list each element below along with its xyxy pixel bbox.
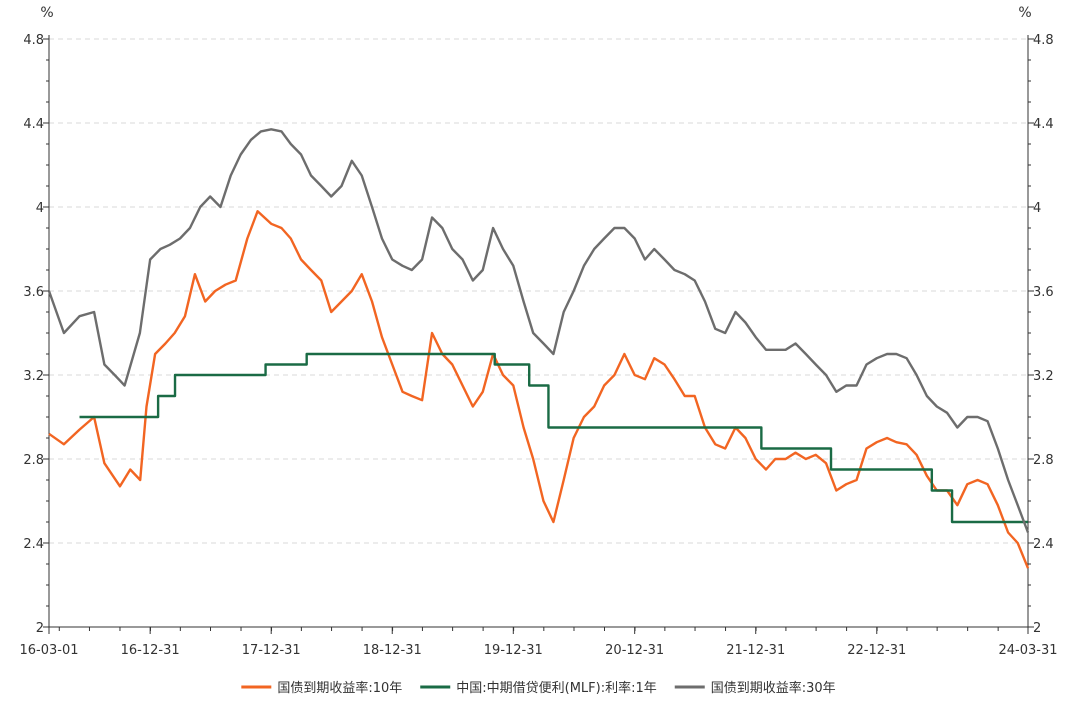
- y-tick-label-right: 4.4: [1033, 117, 1054, 132]
- y-tick-label-right: 3.6: [1033, 285, 1054, 300]
- y-tick-label-right: 2: [1033, 621, 1041, 636]
- x-tick-label: 22-12-31: [847, 643, 906, 658]
- y-tick-label-right: 3.2: [1033, 369, 1054, 384]
- legend-label-2: 中国:中期借贷便利(MLF):利率:1年: [456, 680, 657, 696]
- y-tick-label-right: 4: [1033, 201, 1041, 216]
- y-tick-label-right: 2.4: [1033, 537, 1054, 552]
- series-line-1: [48, 210, 1030, 569]
- y-unit-left: %: [40, 5, 53, 21]
- y-tick-label-right: 4.8: [1033, 33, 1054, 48]
- gridlines: [49, 38, 1028, 544]
- x-tick-label: 18-12-31: [363, 643, 422, 658]
- axes: 2 2 2.4 2.4 2.8 2.8 3.2 3.2 3.6 3.6 4 4 4.4 4.4 4.8 4.8…: [19, 5, 1057, 658]
- legend-label-1: 国债到期收益率:10年: [277, 680, 402, 696]
- y-tick-label-right: 2.8: [1033, 453, 1054, 468]
- series-line-2: [79, 352, 1028, 524]
- series-lines: [47, 128, 1030, 569]
- y-tick-label-left: 3.2: [23, 369, 44, 384]
- y-tick-label-left: 4: [36, 201, 44, 216]
- y-tick-label-left: 3.6: [23, 285, 44, 300]
- y-tick-label-left: 2.4: [23, 537, 44, 552]
- x-tick-label: 24-03-31: [998, 643, 1057, 658]
- legend-label-3: 国债到期收益率:30年: [711, 680, 836, 696]
- x-tick-label: 16-03-01: [19, 643, 78, 658]
- x-tick-label: 17-12-31: [242, 643, 301, 658]
- x-tick-label: 19-12-31: [484, 643, 543, 658]
- legend: 国债到期收益率:10年 中国:中期借贷便利(MLF):利率:1年 国债到期收益率:3…: [241, 680, 836, 696]
- y-tick-label-left: 4.4: [23, 117, 44, 132]
- series-line-3: [47, 128, 1030, 533]
- y-tick-label-left: 4.8: [23, 33, 44, 48]
- x-tick-label: 21-12-31: [726, 643, 785, 658]
- x-tick-label: 16-12-31: [121, 643, 180, 658]
- y-unit-right: %: [1018, 5, 1031, 21]
- y-tick-label-left: 2: [36, 621, 44, 636]
- x-tick-label: 20-12-31: [605, 643, 664, 658]
- y-tick-label-left: 2.8: [23, 453, 44, 468]
